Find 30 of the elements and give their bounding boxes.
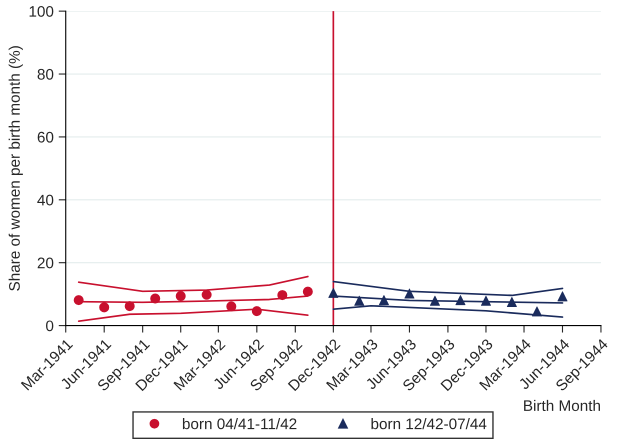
point bbox=[99, 302, 110, 312]
point bbox=[455, 295, 466, 306]
point bbox=[277, 290, 288, 300]
point bbox=[302, 286, 313, 297]
point bbox=[354, 296, 364, 306]
y-tick-label: 100 bbox=[30, 6, 54, 17]
legend-label: born 04/41-11/42 bbox=[182, 418, 296, 430]
y-axis-title: Share of women per birth month (%) bbox=[8, 46, 23, 291]
y-tick-label: 0 bbox=[46, 320, 54, 332]
point bbox=[226, 301, 236, 312]
y-tick-label: 60 bbox=[38, 132, 54, 143]
point bbox=[557, 291, 568, 302]
y-tick-label: 40 bbox=[37, 194, 54, 206]
y-tick-label: 80 bbox=[38, 68, 54, 80]
point bbox=[150, 294, 160, 304]
point bbox=[124, 301, 135, 312]
point bbox=[404, 288, 414, 299]
point bbox=[176, 291, 186, 302]
point bbox=[328, 288, 338, 298]
point bbox=[252, 306, 262, 316]
legend-label: born 12/42-07/44 bbox=[371, 418, 486, 430]
point bbox=[202, 290, 212, 300]
x-axis-title: Birth Month bbox=[524, 400, 600, 412]
point bbox=[480, 296, 491, 306]
y-tick-label: 20 bbox=[38, 258, 54, 268]
point bbox=[378, 295, 389, 306]
point bbox=[430, 296, 440, 306]
point bbox=[506, 296, 517, 308]
point bbox=[74, 295, 84, 306]
point bbox=[532, 306, 542, 316]
